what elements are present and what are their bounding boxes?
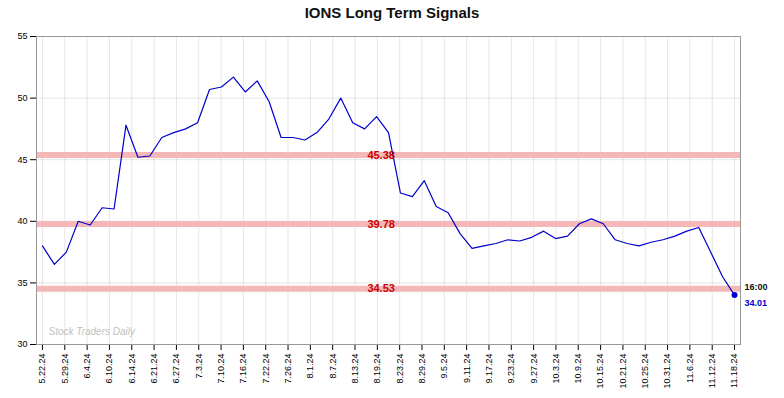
svg-text:34.53: 34.53 <box>367 282 395 294</box>
svg-text:9.17.24: 9.17.24 <box>484 354 494 384</box>
svg-text:6.10.24: 6.10.24 <box>104 354 114 384</box>
html-text:IONS Long Term Signals: IONS Long Term Signals <box>304 4 480 21</box>
svg-text:11.6.24: 11.6.24 <box>685 354 695 383</box>
svg-text:Stock Traders Daily: Stock Traders Daily <box>49 326 137 337</box>
svg-text:6.27.24: 6.27.24 <box>171 354 181 384</box>
svg-text:8.13.24: 8.13.24 <box>350 354 360 384</box>
svg-text:55: 55 <box>17 31 27 41</box>
svg-text:7.3.24: 7.3.24 <box>194 354 204 379</box>
svg-text:9.5.24: 9.5.24 <box>439 354 449 379</box>
svg-text:10.25.24: 10.25.24 <box>640 354 650 389</box>
svg-text:16:00: 16:00 <box>745 282 768 292</box>
svg-text:8.1.24: 8.1.24 <box>305 354 315 379</box>
svg-text:8.29.24: 8.29.24 <box>417 354 427 384</box>
svg-text:7.26.24: 7.26.24 <box>283 354 293 384</box>
svg-text:7.10.24: 7.10.24 <box>216 354 226 384</box>
svg-text:39.78: 39.78 <box>367 218 395 230</box>
svg-text:10.3.24: 10.3.24 <box>551 354 561 384</box>
svg-text:34.01: 34.01 <box>745 298 768 308</box>
svg-text:30: 30 <box>17 339 27 349</box>
svg-text:5.29.24: 5.29.24 <box>60 354 70 384</box>
svg-text:8.19.24: 8.19.24 <box>372 354 382 384</box>
svg-text:6.4.24: 6.4.24 <box>82 354 92 379</box>
svg-text:35: 35 <box>17 278 27 288</box>
svg-text:6.21.24: 6.21.24 <box>149 354 159 384</box>
svg-text:45.38: 45.38 <box>367 149 395 161</box>
svg-text:45: 45 <box>17 155 27 165</box>
svg-text:50: 50 <box>17 93 27 103</box>
svg-text:11.18.24: 11.18.24 <box>729 354 739 388</box>
svg-text:7.16.24: 7.16.24 <box>238 354 248 384</box>
svg-text:7.22.24: 7.22.24 <box>261 354 271 384</box>
svg-text:8.23.24: 8.23.24 <box>395 354 405 384</box>
svg-text:10.15.24: 10.15.24 <box>595 354 605 389</box>
svg-text:11.12.24: 11.12.24 <box>707 354 717 388</box>
svg-text:10.31.24: 10.31.24 <box>662 354 672 389</box>
svg-text:10.21.24: 10.21.24 <box>618 354 628 389</box>
svg-text:6.14.24: 6.14.24 <box>127 354 137 384</box>
svg-text:40: 40 <box>17 216 27 226</box>
svg-text:9.11.24: 9.11.24 <box>462 354 472 383</box>
svg-text:5.22.24: 5.22.24 <box>37 354 47 384</box>
svg-text:9.27.24: 9.27.24 <box>528 354 538 384</box>
svg-text:10.9.24: 10.9.24 <box>573 354 583 384</box>
svg-text:9.23.24: 9.23.24 <box>506 354 516 384</box>
svg-text:8.7.24: 8.7.24 <box>328 354 338 379</box>
